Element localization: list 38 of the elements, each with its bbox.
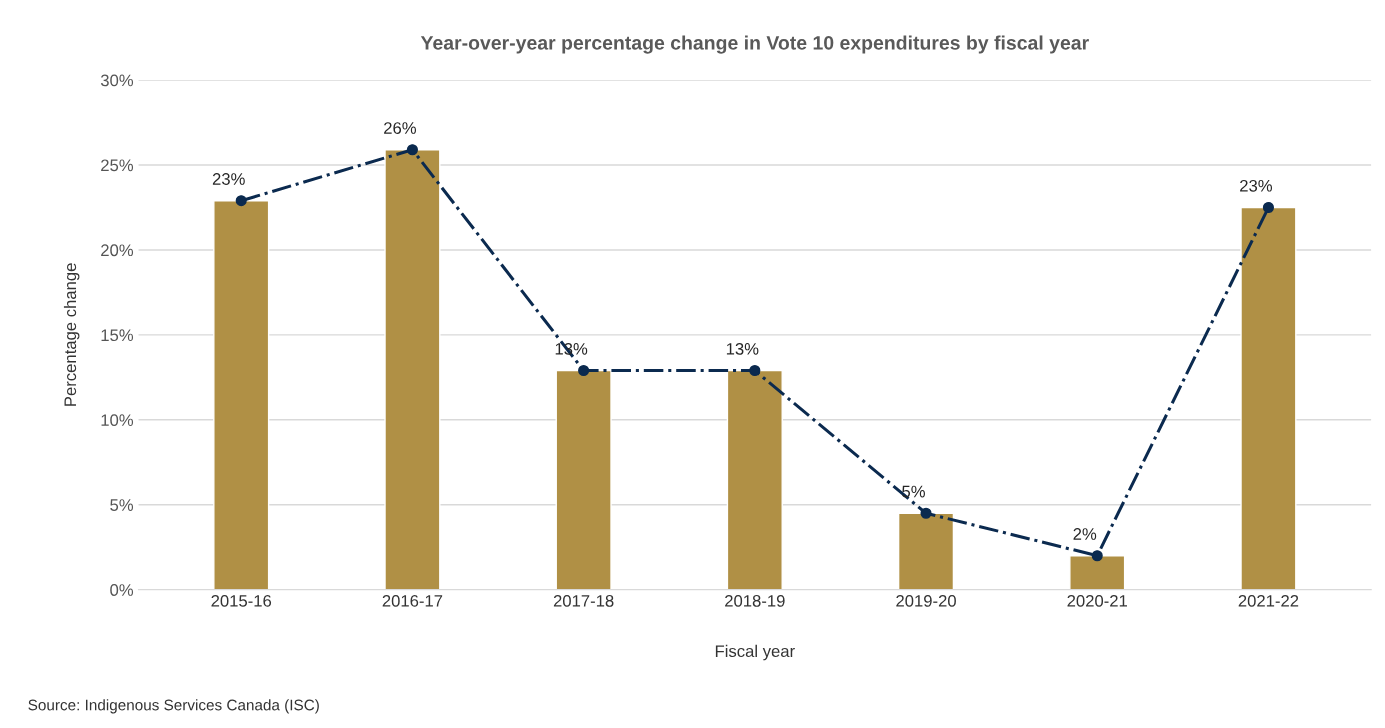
bar	[726, 369, 783, 590]
point	[920, 507, 932, 519]
bar	[897, 512, 955, 590]
y-tick-label: 0%	[110, 584, 134, 596]
point	[235, 195, 247, 207]
bar	[1240, 206, 1297, 590]
y-tick-label: 10%	[101, 414, 134, 427]
data-label: 13%	[726, 342, 759, 355]
point	[1091, 550, 1103, 562]
x-tick-label: 2015-16	[211, 594, 272, 607]
bar	[384, 149, 441, 590]
source-note: Source: Indigenous Services Canada (ISC)	[28, 699, 319, 714]
data-label: 26%	[384, 122, 417, 134]
data-label: 2%	[1073, 528, 1097, 540]
y-tick-label: 15%	[101, 329, 134, 342]
data-label: 5%	[902, 485, 925, 498]
point	[406, 144, 418, 156]
x-tick-label: 2016-17	[382, 594, 443, 607]
point	[749, 364, 761, 377]
y-axis-title: Percentage change	[63, 263, 80, 406]
data-label: 23%	[212, 173, 245, 185]
point	[1262, 201, 1274, 214]
x-tick-label: 2019-20	[896, 594, 956, 607]
y-tick-label: 20%	[101, 244, 134, 257]
x-tick-label: 2021-22	[1238, 594, 1299, 607]
bar	[213, 199, 270, 590]
x-tick-label: 2020-21	[1067, 594, 1127, 607]
bar	[555, 369, 612, 590]
y-tick-label: 5%	[110, 499, 134, 511]
point	[578, 364, 590, 377]
chart-title: Year-over-year percentage change in Vote 10 expenditures by fiscal year	[420, 35, 1089, 54]
bar	[1069, 555, 1126, 590]
x-tick-label: 2018-19	[725, 594, 785, 607]
y-tick-label: 25%	[101, 159, 134, 172]
data-label: 23%	[1240, 179, 1273, 192]
x-axis-title: Fiscal year	[715, 644, 795, 661]
x-tick-label: 2017-18	[553, 594, 614, 607]
y-tick-label: 30%	[100, 74, 134, 87]
